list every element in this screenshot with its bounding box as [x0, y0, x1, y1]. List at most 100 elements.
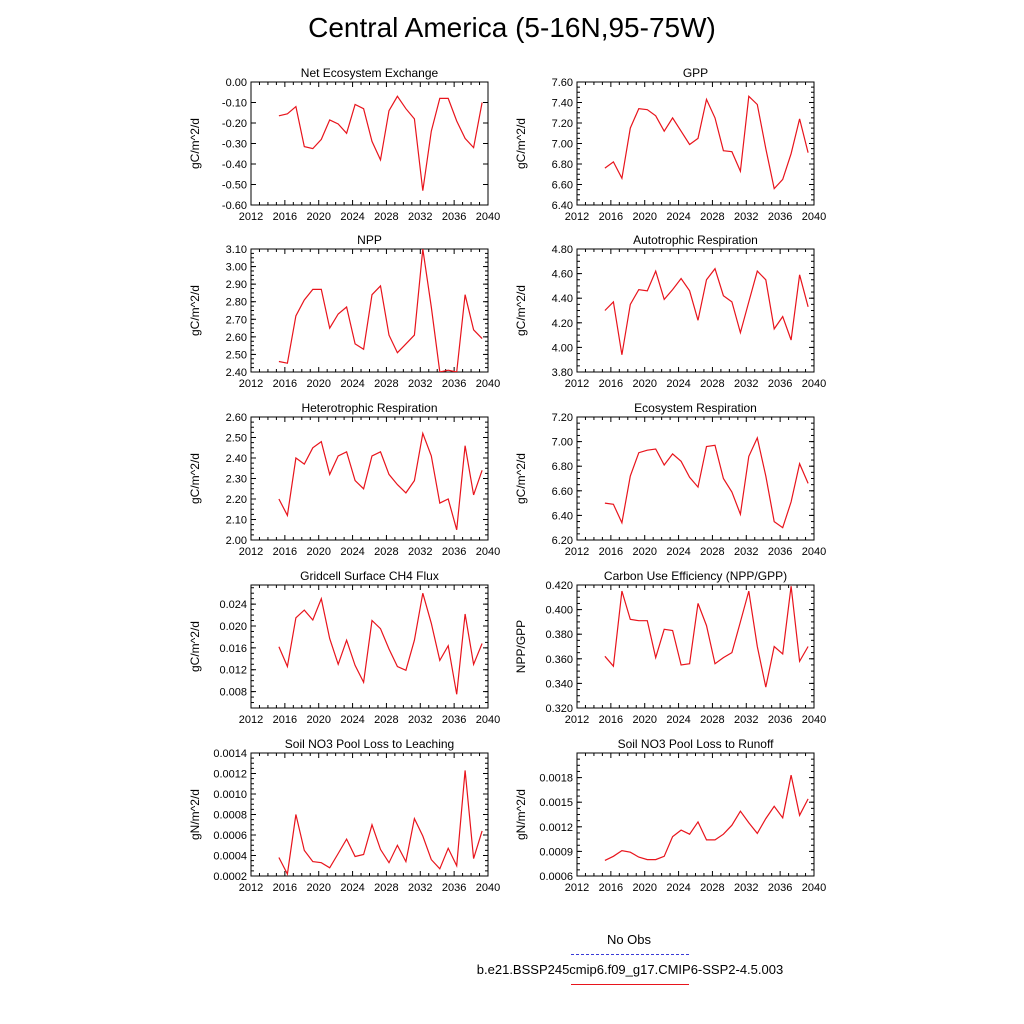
chart-panel: 2012 2016 2020 2024 2028 2032 2036 2040 2.00 2.10…	[188, 401, 500, 558]
y-axis-label: gC/m^2/d	[514, 285, 528, 336]
x-tick-label: 2016	[273, 882, 297, 894]
x-tick-label: 2040	[476, 714, 500, 726]
y-tick-label: 7.00	[552, 139, 573, 151]
y-axis-label: gN/m^2/d	[188, 789, 202, 840]
x-tick-label: 2016	[599, 714, 623, 726]
y-tick-label: -0.20	[222, 118, 247, 130]
x-tick-label: 2032	[408, 378, 432, 390]
x-tick-label: 2012	[565, 546, 589, 558]
y-tick-label: 0.0008	[213, 810, 247, 822]
legend-obs-line	[571, 954, 689, 955]
x-tick-label: 2028	[374, 378, 398, 390]
chart-title: Net Ecosystem Exchange	[301, 66, 439, 80]
x-tick-label: 2028	[700, 882, 724, 894]
y-tick-label: 2.50	[226, 433, 247, 445]
y-axis-label: gC/m^2/d	[188, 285, 202, 336]
y-tick-label: 0.020	[219, 621, 247, 633]
y-tick-label: 0.024	[219, 599, 247, 611]
y-tick-label: 6.60	[552, 180, 573, 192]
y-tick-label: 0.400	[545, 605, 573, 617]
chart-panel-grid: 2012 2016 2020 2024 2028 2032 2036 2040 0.00 -0.1…	[188, 66, 826, 894]
chart-panel: 2012 2016 2020 2024 2028 2032 2036 2040 0.00 -0.1…	[188, 66, 500, 223]
x-tick-label: 2020	[306, 546, 330, 558]
x-tick-label: 2012	[239, 378, 263, 390]
x-tick-label: 2036	[768, 714, 792, 726]
x-tick-label: 2024	[666, 546, 690, 558]
y-tick-label: 7.40	[552, 98, 573, 110]
y-tick-label: -0.50	[222, 180, 247, 192]
x-tick-label: 2040	[802, 211, 826, 223]
y-tick-label: 2.50	[226, 349, 247, 361]
chart-panel: 2012 2016 2020 2024 2028 2032 2036 2040 6.40 6.60…	[514, 66, 826, 223]
y-tick-label: 0.0012	[213, 769, 247, 781]
y-tick-label: 2.60	[226, 332, 247, 344]
y-axis-label: gC/m^2/d	[188, 621, 202, 672]
y-tick-label: 3.00	[226, 262, 247, 274]
x-tick-label: 2032	[408, 714, 432, 726]
x-tick-label: 2020	[632, 714, 656, 726]
y-tick-label: 0.0004	[213, 851, 247, 863]
chart-panel: 2012 2016 2020 2024 2028 2032 2036 2040 0.320 0.3…	[514, 569, 826, 726]
chart-panel: 2012 2016 2020 2024 2028 2032 2036 2040 2.40 2.50…	[188, 233, 500, 390]
x-tick-label: 2036	[442, 211, 466, 223]
series-line	[278, 431, 483, 530]
y-tick-label: 6.40	[552, 510, 573, 522]
y-tick-label: 0.00	[226, 77, 247, 89]
x-tick-label: 2032	[734, 546, 758, 558]
y-tick-label: 2.40	[226, 367, 247, 379]
legend-model-label: b.e21.BSSP245cmip6.f09_g17.CMIP6-SSP2-4.…	[476, 962, 784, 977]
chart-title: Soil NO3 Pool Loss to Runoff	[618, 737, 775, 751]
x-tick-label: 2020	[306, 378, 330, 390]
y-tick-label: 0.0010	[213, 789, 247, 801]
x-tick-label: 2040	[802, 546, 826, 558]
x-tick-label: 2012	[565, 882, 589, 894]
chart-panel: 2012 2016 2020 2024 2028 2032 2036 2040 6.20 6.40…	[514, 401, 826, 558]
x-tick-label: 2024	[666, 882, 690, 894]
y-tick-label: 0.0002	[213, 871, 247, 883]
x-tick-label: 2032	[408, 211, 432, 223]
plot-frame	[576, 584, 815, 709]
y-tick-label: 0.008	[219, 687, 247, 699]
y-axis-label: gC/m^2/d	[188, 118, 202, 169]
x-tick-label: 2012	[565, 211, 589, 223]
y-tick-label: 7.20	[552, 412, 573, 424]
y-tick-label: 0.0018	[539, 773, 573, 785]
y-tick-label: 6.40	[552, 200, 573, 212]
y-tick-label: 0.360	[545, 654, 573, 666]
x-tick-label: 2036	[768, 211, 792, 223]
x-tick-label: 2028	[700, 211, 724, 223]
series-line	[278, 249, 483, 372]
chart-panel: 2012 2016 2020 2024 2028 2032 2036 2040 0.0002 0.…	[188, 737, 500, 894]
x-tick-label: 2020	[306, 714, 330, 726]
y-tick-label: 0.420	[545, 580, 573, 592]
x-tick-label: 2040	[476, 546, 500, 558]
y-tick-label: 4.20	[552, 318, 573, 330]
chart-title: Autotrophic Respiration	[633, 233, 758, 247]
x-tick-label: 2040	[802, 714, 826, 726]
plot-frame	[576, 416, 815, 541]
y-axis-label: gN/m^2/d	[514, 789, 528, 840]
chart-title: NPP	[357, 233, 382, 247]
plot-frame	[250, 81, 489, 206]
chart-title: Carbon Use Efficiency (NPP/GPP)	[604, 569, 787, 583]
y-tick-label: 0.0009	[539, 846, 573, 858]
x-tick-label: 2016	[599, 378, 623, 390]
y-tick-label: -0.10	[222, 98, 247, 110]
x-tick-label: 2020	[632, 546, 656, 558]
x-tick-label: 2016	[273, 211, 297, 223]
y-tick-label: 2.70	[226, 314, 247, 326]
y-tick-label: 2.10	[226, 515, 247, 527]
y-tick-label: 2.60	[226, 412, 247, 424]
y-tick-label: 2.30	[226, 474, 247, 486]
x-tick-label: 2032	[408, 546, 432, 558]
series-line	[278, 95, 483, 191]
chart-title: Heterotrophic Respiration	[301, 401, 437, 415]
x-tick-label: 2028	[700, 546, 724, 558]
y-tick-label: 0.340	[545, 678, 573, 690]
y-tick-label: 0.0006	[539, 871, 573, 883]
x-tick-label: 2024	[340, 714, 364, 726]
y-tick-label: 6.20	[552, 535, 573, 547]
plot-frame	[576, 81, 815, 206]
x-tick-label: 2028	[374, 882, 398, 894]
y-tick-label: 6.60	[552, 486, 573, 498]
